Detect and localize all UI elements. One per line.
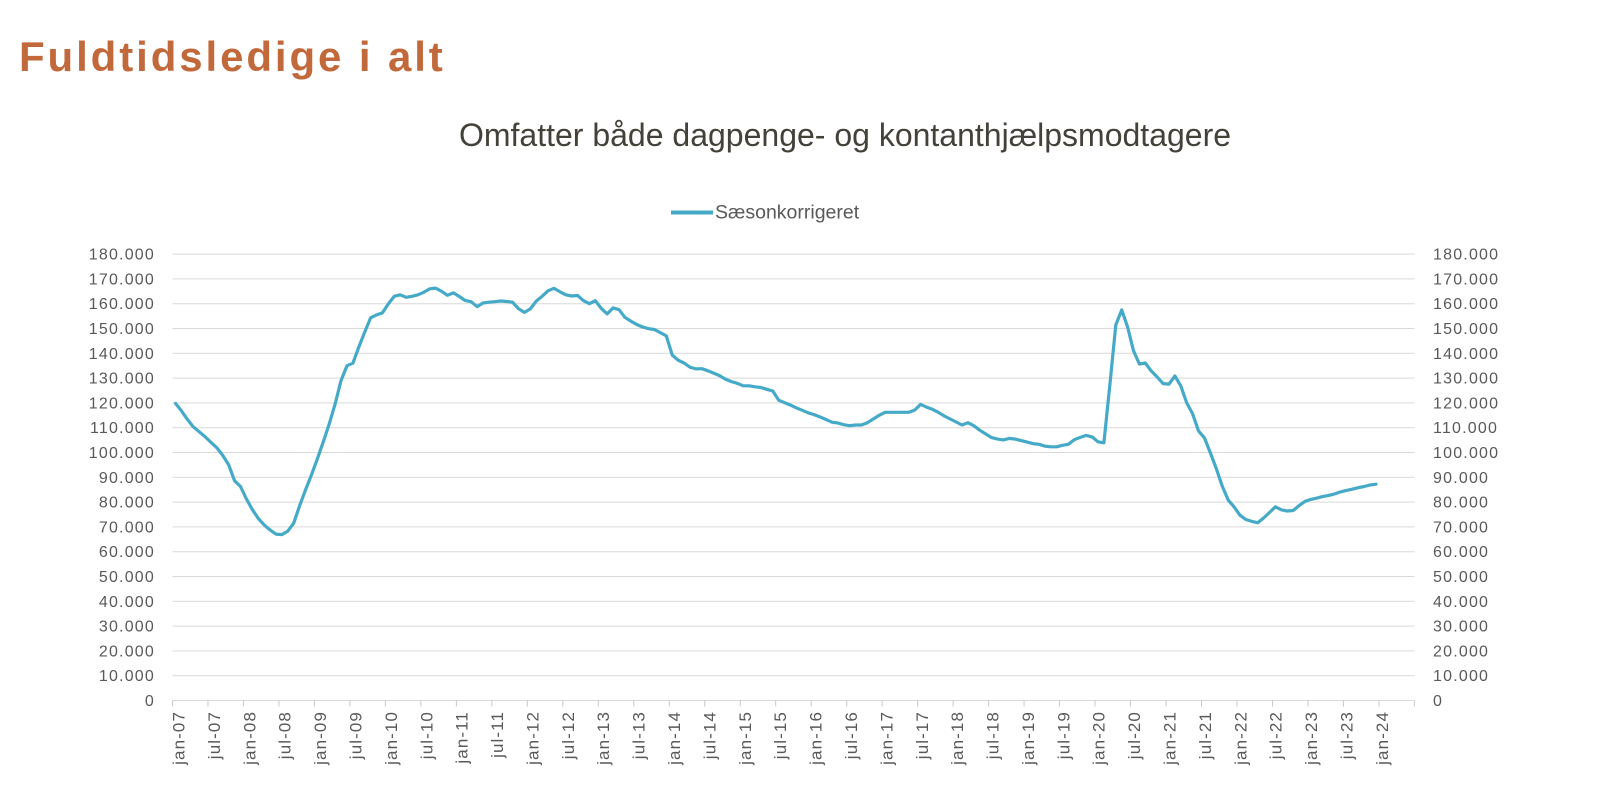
svg-text:jul-17: jul-17 <box>913 711 932 760</box>
svg-text:0: 0 <box>1433 693 1443 710</box>
svg-text:20.000: 20.000 <box>1433 643 1489 660</box>
svg-text:jul-14: jul-14 <box>700 711 719 760</box>
svg-text:180.000: 180.000 <box>1433 247 1499 264</box>
svg-text:10.000: 10.000 <box>99 668 155 685</box>
svg-text:130.000: 130.000 <box>89 371 155 388</box>
svg-text:150.000: 150.000 <box>1433 321 1499 338</box>
svg-text:jan-20: jan-20 <box>1090 711 1109 766</box>
svg-text:140.000: 140.000 <box>89 346 155 363</box>
svg-text:120.000: 120.000 <box>89 395 155 412</box>
svg-text:jan-22: jan-22 <box>1231 711 1250 766</box>
svg-text:150.000: 150.000 <box>89 321 155 338</box>
svg-text:jan-12: jan-12 <box>523 711 542 766</box>
svg-text:jul-13: jul-13 <box>630 711 649 760</box>
svg-text:jan-19: jan-19 <box>1019 711 1038 766</box>
svg-text:jul-16: jul-16 <box>842 711 861 760</box>
svg-text:jul-20: jul-20 <box>1125 711 1144 760</box>
svg-text:120.000: 120.000 <box>1433 395 1499 412</box>
svg-text:Omfatter både dagpenge- og kon: Omfatter både dagpenge- og kontanthjælps… <box>459 117 1231 153</box>
svg-text:jan-21: jan-21 <box>1161 711 1180 766</box>
svg-text:jan-11: jan-11 <box>453 711 472 765</box>
svg-text:jan-10: jan-10 <box>382 711 401 766</box>
svg-text:180.000: 180.000 <box>89 247 155 264</box>
svg-text:100.000: 100.000 <box>89 445 155 462</box>
svg-text:60.000: 60.000 <box>1433 544 1489 561</box>
svg-text:jul-21: jul-21 <box>1196 711 1215 760</box>
svg-text:jul-10: jul-10 <box>417 711 436 760</box>
svg-text:jan-08: jan-08 <box>240 711 259 766</box>
svg-text:jan-07: jan-07 <box>170 711 189 766</box>
svg-text:110.000: 110.000 <box>1433 420 1498 437</box>
svg-text:50.000: 50.000 <box>99 569 155 586</box>
svg-text:jan-15: jan-15 <box>736 711 755 766</box>
svg-text:Fuldtidsledige i alt: Fuldtidsledige i alt <box>19 33 446 80</box>
svg-text:170.000: 170.000 <box>1433 271 1499 288</box>
svg-text:jan-18: jan-18 <box>948 711 967 766</box>
svg-text:170.000: 170.000 <box>89 271 155 288</box>
svg-text:jul-19: jul-19 <box>1054 711 1073 760</box>
svg-text:jul-22: jul-22 <box>1267 711 1286 760</box>
svg-text:jul-07: jul-07 <box>205 711 224 760</box>
svg-text:jan-17: jan-17 <box>877 711 896 766</box>
svg-text:160.000: 160.000 <box>89 296 155 313</box>
svg-text:jan-16: jan-16 <box>807 711 826 766</box>
svg-text:20.000: 20.000 <box>99 643 155 660</box>
svg-text:jan-24: jan-24 <box>1373 711 1392 766</box>
svg-text:70.000: 70.000 <box>99 519 155 536</box>
svg-text:30.000: 30.000 <box>99 619 155 636</box>
svg-text:30.000: 30.000 <box>1433 619 1489 636</box>
svg-text:jan-13: jan-13 <box>594 711 613 766</box>
svg-text:jul-23: jul-23 <box>1338 711 1357 760</box>
svg-text:jul-11: jul-11 <box>488 711 507 759</box>
svg-text:jul-09: jul-09 <box>347 711 366 760</box>
svg-text:jul-08: jul-08 <box>276 711 295 760</box>
svg-text:90.000: 90.000 <box>99 470 155 487</box>
svg-text:60.000: 60.000 <box>99 544 155 561</box>
svg-text:90.000: 90.000 <box>1433 470 1489 487</box>
svg-text:10.000: 10.000 <box>1433 668 1489 685</box>
svg-text:jan-23: jan-23 <box>1302 711 1321 766</box>
svg-text:Sæsonkorrigeret: Sæsonkorrigeret <box>715 202 860 224</box>
svg-text:80.000: 80.000 <box>1433 495 1489 512</box>
svg-text:110.000: 110.000 <box>90 420 155 437</box>
svg-text:130.000: 130.000 <box>1433 371 1499 388</box>
svg-text:70.000: 70.000 <box>1433 519 1489 536</box>
svg-text:80.000: 80.000 <box>99 495 155 512</box>
svg-text:140.000: 140.000 <box>1433 346 1499 363</box>
svg-text:jul-12: jul-12 <box>559 711 578 760</box>
svg-text:jan-14: jan-14 <box>665 711 684 766</box>
svg-text:jan-09: jan-09 <box>311 711 330 766</box>
svg-text:0: 0 <box>145 693 155 710</box>
svg-text:jul-15: jul-15 <box>771 711 790 760</box>
svg-text:jul-18: jul-18 <box>984 711 1003 760</box>
svg-text:50.000: 50.000 <box>1433 569 1489 586</box>
svg-text:160.000: 160.000 <box>1433 296 1499 313</box>
svg-text:40.000: 40.000 <box>99 594 155 611</box>
svg-text:100.000: 100.000 <box>1433 445 1499 462</box>
svg-text:40.000: 40.000 <box>1433 594 1489 611</box>
